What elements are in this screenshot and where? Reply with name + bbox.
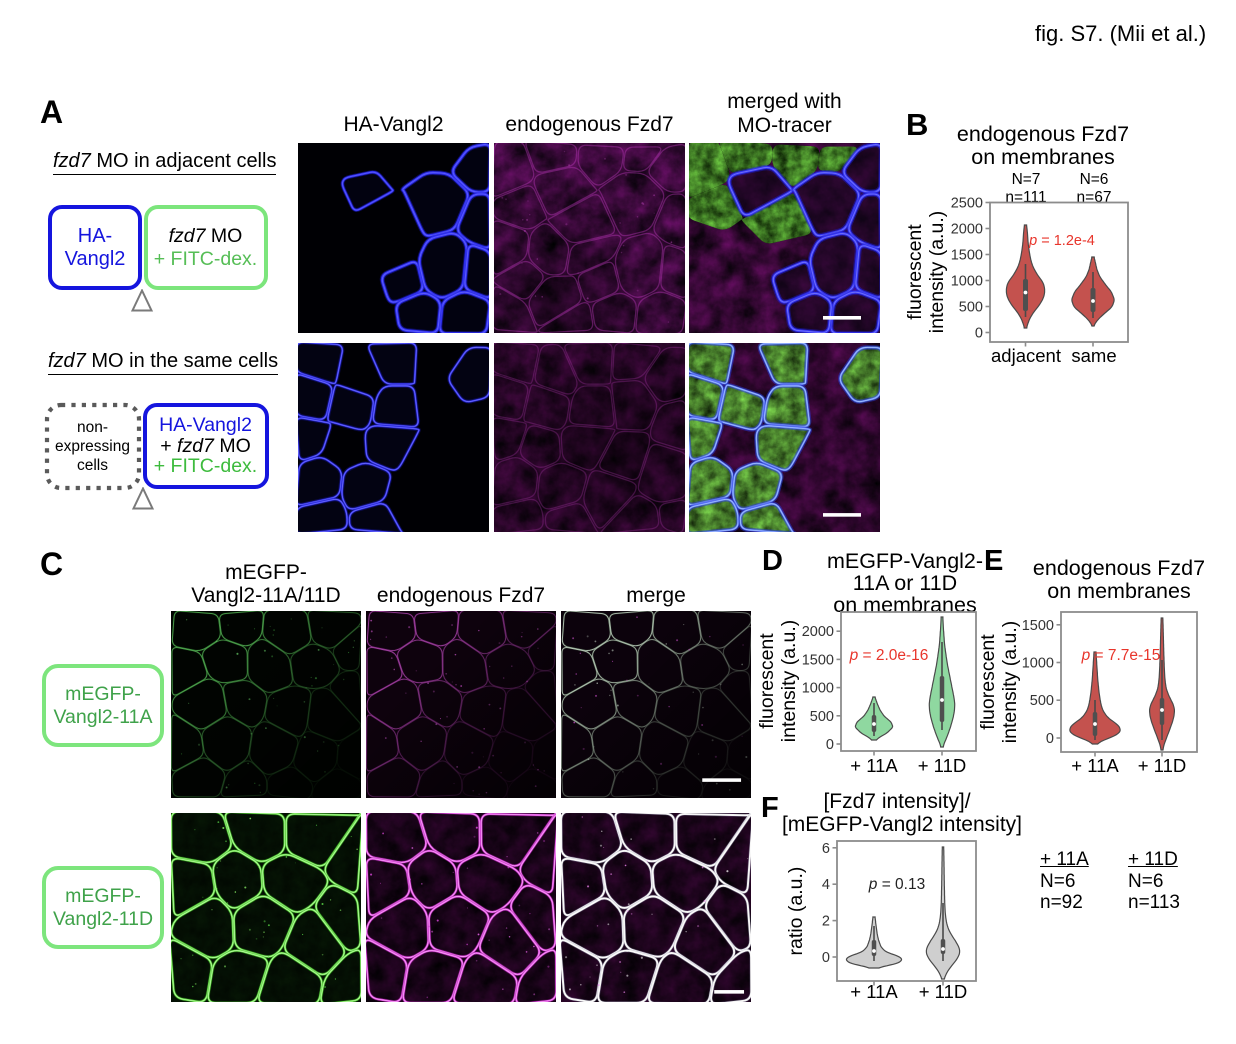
svg-text:intensity (a.u.): intensity (a.u.) xyxy=(999,621,1021,743)
svg-text:intensity (a.u.): intensity (a.u.) xyxy=(926,211,948,333)
svg-text:endogenous Fzd7: endogenous Fzd7 xyxy=(957,122,1129,146)
svg-text:p = 2.0e-16: p = 2.0e-16 xyxy=(849,647,929,664)
svg-text:0: 0 xyxy=(826,737,834,753)
svg-text:6: 6 xyxy=(822,841,830,857)
svg-text:+ 11A: + 11A xyxy=(850,755,898,776)
svg-text:1500: 1500 xyxy=(951,248,983,264)
svg-text:+ 11D: + 11D xyxy=(1138,755,1187,776)
svg-text:1000: 1000 xyxy=(802,681,834,697)
svg-text:fluorescent: fluorescent xyxy=(904,224,926,320)
svg-text:[Fzd7 intensity]/: [Fzd7 intensity]/ xyxy=(823,790,970,813)
svg-text:E: E xyxy=(984,545,1003,577)
svg-text:intensity (a.u.): intensity (a.u.) xyxy=(778,620,800,742)
svg-text:2: 2 xyxy=(822,914,830,930)
svg-text:ratio (a.u.): ratio (a.u.) xyxy=(785,867,807,956)
svg-text:same: same xyxy=(1071,345,1116,366)
svg-text:0: 0 xyxy=(822,950,830,966)
svg-text:1500: 1500 xyxy=(802,652,834,668)
svg-text:B: B xyxy=(906,107,928,142)
svg-text:500: 500 xyxy=(1030,693,1054,709)
svg-text:p = 7.7e-15: p = 7.7e-15 xyxy=(1081,647,1161,664)
svg-text:1000: 1000 xyxy=(1022,656,1054,672)
svg-text:+ 11D: + 11D xyxy=(918,755,967,776)
svg-text:on membranes: on membranes xyxy=(1047,579,1190,603)
svg-text:endogenous Fzd7: endogenous Fzd7 xyxy=(1033,556,1205,580)
svg-text:2500: 2500 xyxy=(951,196,983,212)
svg-text:+ 11D: + 11D xyxy=(919,981,968,1002)
svg-text:500: 500 xyxy=(810,709,834,725)
svg-text:2000: 2000 xyxy=(951,222,983,238)
svg-text:p = 1.2e-4: p = 1.2e-4 xyxy=(1028,233,1095,249)
svg-text:1500: 1500 xyxy=(1022,618,1054,634)
svg-text:D: D xyxy=(762,545,783,577)
svg-text:adjacent: adjacent xyxy=(991,345,1061,366)
svg-text:F: F xyxy=(761,792,779,824)
svg-text:+ 11A: + 11A xyxy=(850,981,898,1002)
svg-text:N=7: N=7 xyxy=(1012,171,1041,188)
svg-text:mEGFP-Vangl2-: mEGFP-Vangl2- xyxy=(827,549,983,573)
svg-text:fluorescent: fluorescent xyxy=(980,634,999,730)
svg-text:500: 500 xyxy=(959,300,983,316)
svg-text:N=6: N=6 xyxy=(1080,171,1109,188)
svg-text:0: 0 xyxy=(1046,731,1054,747)
svg-text:fluorescent: fluorescent xyxy=(756,633,778,729)
svg-text:0: 0 xyxy=(975,326,983,342)
svg-text:p = 0.13: p = 0.13 xyxy=(868,876,925,893)
svg-text:+ 11A: + 11A xyxy=(1071,755,1119,776)
svg-text:11A or 11D: 11A or 11D xyxy=(853,571,957,595)
svg-text:[mEGFP-Vangl2 intensity]: [mEGFP-Vangl2 intensity] xyxy=(782,813,1022,836)
svg-text:4: 4 xyxy=(822,877,830,893)
svg-text:2000: 2000 xyxy=(802,624,834,640)
svg-text:1000: 1000 xyxy=(951,274,983,290)
svg-text:on membranes: on membranes xyxy=(971,145,1114,169)
